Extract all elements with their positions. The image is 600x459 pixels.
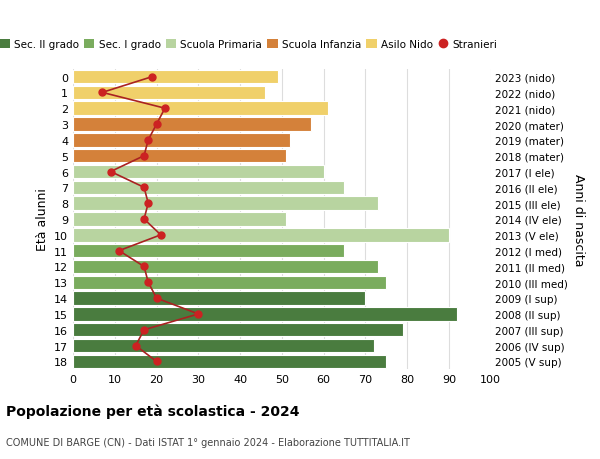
Bar	[73, 118, 311, 131]
Bar	[73, 229, 449, 242]
Bar	[73, 244, 344, 258]
Bar	[73, 323, 403, 337]
Text: Popolazione per età scolastica - 2024: Popolazione per età scolastica - 2024	[6, 404, 299, 419]
Text: COMUNE DI BARGE (CN) - Dati ISTAT 1° gennaio 2024 - Elaborazione TUTTITALIA.IT: COMUNE DI BARGE (CN) - Dati ISTAT 1° gen…	[6, 437, 410, 447]
Bar	[73, 276, 386, 289]
Bar	[73, 86, 265, 100]
Bar	[73, 150, 286, 163]
Bar	[73, 213, 286, 226]
Bar	[73, 308, 457, 321]
Bar	[73, 355, 386, 369]
Y-axis label: Età alunni: Età alunni	[35, 188, 49, 251]
Bar	[73, 71, 278, 84]
Legend: Sec. II grado, Sec. I grado, Scuola Primaria, Scuola Infanzia, Asilo Nido, Stran: Sec. II grado, Sec. I grado, Scuola Prim…	[0, 36, 502, 54]
Bar	[73, 165, 323, 179]
Y-axis label: Anni di nascita: Anni di nascita	[572, 174, 585, 266]
Bar	[73, 260, 378, 274]
Bar	[73, 292, 365, 305]
Bar	[73, 102, 328, 116]
Bar	[73, 339, 374, 353]
Bar	[73, 181, 344, 195]
Bar	[73, 197, 378, 210]
Bar	[73, 134, 290, 147]
